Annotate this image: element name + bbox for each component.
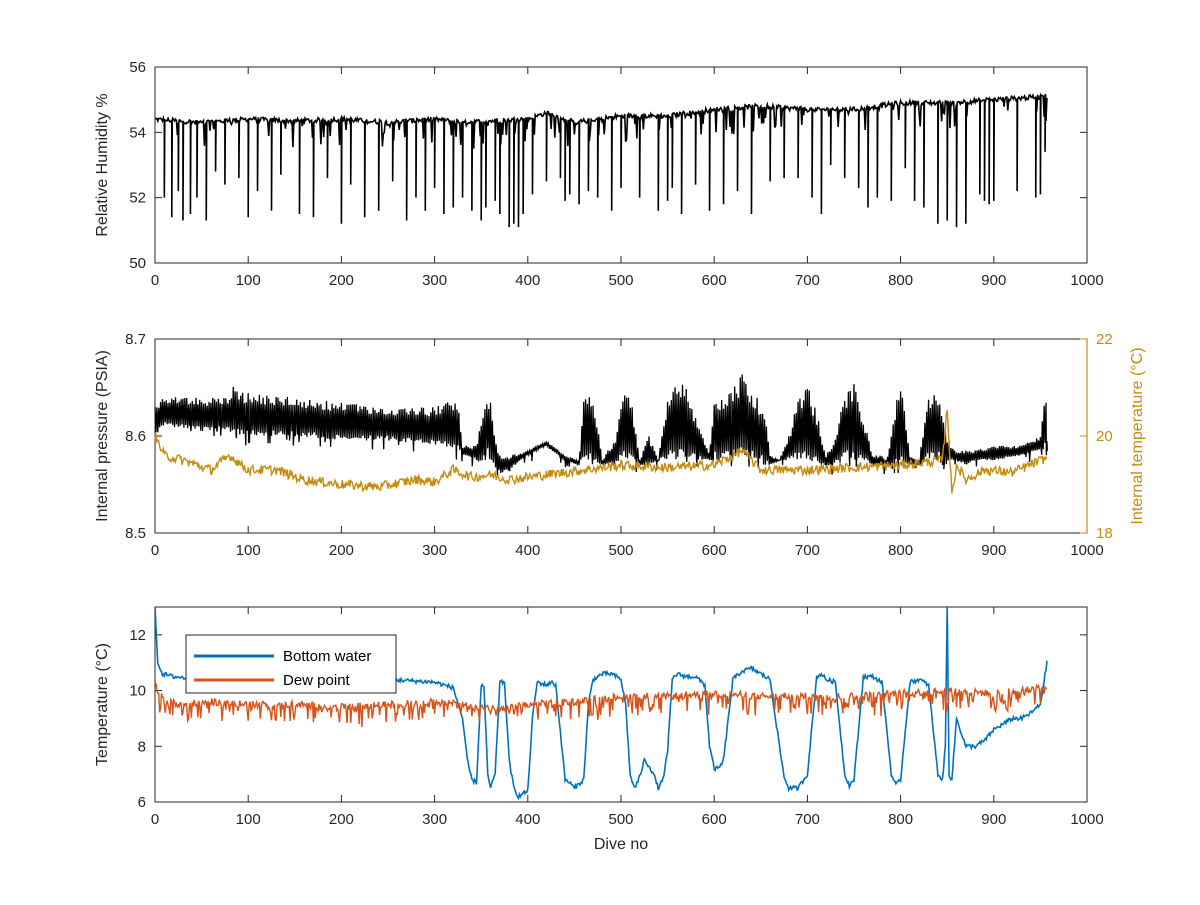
y-tick-label-right: 20 [1096,428,1113,445]
y-axis-label-right: Internal temperature (°C) [1129,347,1146,524]
panel-temperature: 0 100 200 300 400 500 600 700 800 900 1000 6 8 10 12 Te… [94,606,1104,853]
x-tick-label: 400 [515,272,540,289]
y-tick-label: 8.6 [125,428,146,445]
y-tick-label: 56 [129,59,146,76]
y-tick-label: 50 [129,255,146,272]
x-tick-label: 800 [888,272,913,289]
x-tick-label: 400 [515,811,540,828]
legend-label: Dew point [283,672,351,689]
panels: 0 100 200 300 400 500 600 700 800 900 100050525456… [94,59,1146,853]
x-tick-label: 300 [422,542,447,559]
legend: Bottom water Dew point [185,634,397,694]
y-axis-label: Internal pressure (PSIA) [94,350,111,522]
x-tick-label: 1000 [1070,542,1103,559]
x-axis-label: Dive no [594,836,648,853]
x-tick-label: 100 [236,272,261,289]
x-tick-label: 500 [608,542,633,559]
x-tick-label: 1000 [1070,272,1103,289]
x-tick-label: 200 [329,542,354,559]
y-tick-label: 52 [129,190,146,207]
x-tick-label: 900 [981,272,1006,289]
legend-box [185,634,397,694]
legend-label: Bottom water [283,648,371,665]
x-tick-label: 300 [422,811,447,828]
panel-pressure-temperature: 0 100 200 300 400 500 600 700 800 900 1000 8.5 8.6 8.… [94,331,1146,559]
x-tick-label: 100 [236,542,261,559]
x-tick-label: 600 [702,811,727,828]
y-tick-label: 6 [138,794,146,811]
y-tick-label: 12 [129,627,146,644]
y-tick-label: 8.5 [125,525,146,542]
humidity-series-line [154,92,1048,228]
x-tick-label: 500 [608,811,633,828]
x-tick-label: 900 [981,542,1006,559]
dew-point-series-line [155,682,1048,728]
y-axis-label: Relative Humidity % [94,93,111,236]
y-tick-label: 54 [129,124,146,141]
x-tick-label: 200 [329,811,354,828]
x-tick-label: 700 [795,542,820,559]
y-tick-label: 8 [138,738,146,755]
x-tick-label: 900 [981,811,1006,828]
x-tick-label: 500 [608,272,633,289]
x-tick-label: 800 [888,542,913,559]
internal-temperature-series-line [154,409,1048,494]
x-tick-label: 0 [151,272,159,289]
x-tick-label: 700 [795,272,820,289]
panel-relative-humidity: 0 100 200 300 400 500 600 700 800 900 1000 50 52 54 56… [94,59,1104,289]
x-tick-label: 1000 [1070,811,1103,828]
x-tick-label: 400 [515,542,540,559]
y-tick-label: 10 [129,683,146,700]
x-tick-label: 100 [236,811,261,828]
y-axis-label: Temperature (°C) [94,643,111,766]
y-tick-label: 8.7 [125,331,146,348]
x-tick-label: 0 [151,811,159,828]
y-tick-label-right: 18 [1096,525,1113,542]
x-tick-label: 800 [888,811,913,828]
x-tick-label: 200 [329,272,354,289]
x-tick-label: 700 [795,811,820,828]
x-tick-label: 600 [702,542,727,559]
x-tick-label: 0 [151,542,159,559]
x-tick-label: 600 [702,272,727,289]
y-tick-label-right: 22 [1096,331,1113,348]
x-tick-label: 300 [422,272,447,289]
